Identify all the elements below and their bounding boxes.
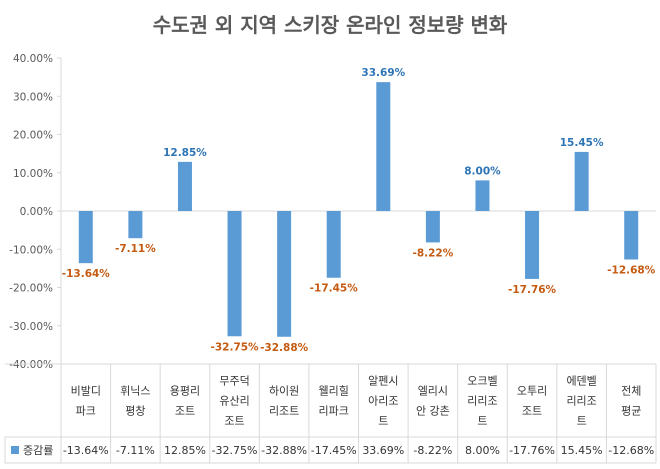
- category-label-line: 에덴벨: [566, 375, 596, 388]
- category-label-line: 조트: [175, 405, 195, 418]
- bar: [376, 82, 391, 212]
- data-label: -7.11%: [115, 243, 156, 255]
- category-label-line: 아리조: [368, 395, 398, 408]
- table-value: -17.76%: [509, 444, 555, 457]
- data-label: -32.75%: [210, 341, 259, 353]
- category-label-line: 리조트: [269, 405, 299, 418]
- y-tick-label: 20.00%: [13, 130, 53, 142]
- table-value: 33.69%: [362, 444, 404, 457]
- data-label: 8.00%: [464, 165, 501, 177]
- category-label-line: 조트: [224, 415, 244, 428]
- data-label: -17.76%: [508, 284, 557, 296]
- bar: [177, 161, 192, 211]
- bar: [425, 211, 440, 243]
- table-value: 8.00%: [465, 444, 500, 457]
- y-tick-label: 40.00%: [13, 53, 53, 65]
- category-label-line: 무주덕: [219, 375, 249, 388]
- data-label: -17.45%: [310, 283, 359, 295]
- table-value: -8.22%: [413, 444, 452, 457]
- category-label-line: 유산리: [219, 395, 249, 408]
- data-labels: -13.64% -7.11% 12.85% -32.75% -32.88% -17.45%…: [62, 67, 656, 354]
- table-value: -32.88%: [261, 444, 307, 457]
- table-value: -7.11%: [116, 444, 155, 457]
- category-label-line: 비발디: [71, 385, 101, 398]
- y-tick-label: 10.00%: [13, 168, 53, 180]
- table-value: -13.64%: [63, 444, 109, 457]
- category-label-line: 하이원: [269, 384, 299, 398]
- bar: [227, 211, 242, 337]
- y-tick-label: -20.00%: [9, 283, 53, 295]
- bar: [326, 211, 341, 278]
- data-label: -32.88%: [260, 342, 309, 354]
- table-value: 15.45%: [561, 444, 603, 457]
- table-value: -32.75%: [212, 444, 258, 457]
- category-label-line: 리리조: [467, 395, 497, 408]
- data-label: -12.68%: [607, 265, 656, 277]
- bar: [525, 211, 540, 279]
- bar: [128, 211, 143, 239]
- data-label: 33.69%: [361, 67, 405, 79]
- category-label-line: 평균: [621, 405, 641, 418]
- data-label: -13.64%: [62, 268, 111, 280]
- bar: [574, 151, 589, 211]
- bar: [78, 211, 93, 264]
- data-label: -8.22%: [412, 247, 453, 259]
- category-label-line: 휘닉스: [120, 385, 150, 398]
- bar: [277, 211, 292, 337]
- category-label-line: 오투리: [517, 385, 547, 398]
- category-label-line: 조트: [522, 405, 542, 418]
- data-label: 12.85%: [163, 147, 207, 159]
- category-label-line: 트: [477, 415, 487, 428]
- bar: [475, 180, 490, 211]
- category-label-line: 안 강촌: [416, 405, 450, 418]
- axes: [57, 57, 656, 365]
- bar: [624, 211, 639, 260]
- bars: [78, 82, 639, 337]
- category-label-line: 웰리힐: [319, 385, 349, 398]
- chart-title: 수도권 외 지역 스키장 온라인 정보량 변화: [153, 13, 508, 37]
- table-value: -12.68%: [608, 444, 654, 457]
- category-label-line: 리리조: [566, 395, 596, 408]
- category-label-line: 리파크: [319, 405, 349, 418]
- category-label-line: 용평리: [170, 385, 200, 398]
- y-tick-labels: 40.00% 30.00% 20.00% 10.00% 0.00% -10.00% -20.…: [9, 53, 53, 371]
- y-tick-label: -30.00%: [9, 321, 53, 333]
- category-label-line: 오크벨: [467, 375, 497, 388]
- category-label-line: 전체: [621, 385, 641, 398]
- legend-series-name: 증감률: [23, 444, 53, 457]
- y-tick-label: -10.00%: [9, 244, 53, 256]
- y-tick-label: -40.00%: [9, 359, 53, 371]
- category-label-line: 알펜시: [368, 374, 398, 388]
- y-tick-label: 0.00%: [20, 206, 53, 218]
- category-label-line: 파크: [76, 405, 96, 418]
- table-value: 12.85%: [164, 444, 206, 457]
- legend-swatch: [11, 446, 19, 454]
- category-label-line: 트: [577, 415, 587, 428]
- y-tick-label: 30.00%: [13, 91, 53, 103]
- data-label: 15.45%: [560, 137, 604, 149]
- category-label-line: 엘리시: [418, 385, 448, 398]
- category-label-line: 트: [378, 415, 388, 428]
- category-label-line: 평창: [125, 405, 145, 418]
- table-value: -17.45%: [311, 444, 357, 457]
